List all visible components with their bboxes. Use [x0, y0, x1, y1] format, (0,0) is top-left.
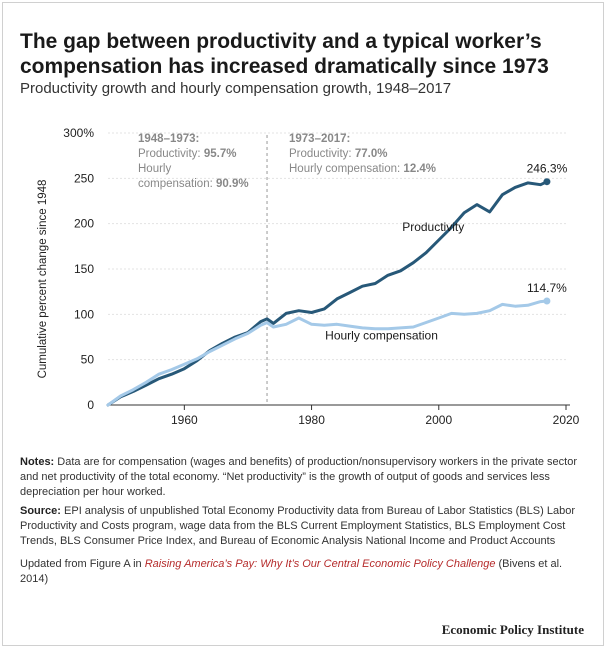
- annotation-right-heading: 1973–2017:: [289, 133, 350, 145]
- chart-title: The gap between productivity and a typic…: [20, 30, 549, 78]
- x-tick-label: 1960: [171, 413, 198, 427]
- updated-paragraph: Updated from Figure A in Raising America…: [20, 558, 563, 585]
- y-tick-label: 0: [87, 398, 94, 412]
- series-label-productivity: Productivity: [402, 220, 464, 234]
- annotation-left-productivity: Productivity: 95.7%: [138, 148, 236, 160]
- y-tick-label: 200: [74, 217, 94, 231]
- x-tick-label: 1980: [298, 413, 325, 427]
- x-tick-label: 2020: [553, 413, 580, 427]
- series-lines: 246.3% Productivity 114.7% Hourly compensat…: [106, 162, 568, 407]
- annotation-left-comp-line2: compensation: 90.9%: [138, 178, 249, 190]
- series-line-productivity: [106, 180, 549, 407]
- notes-paragraph: Notes: Data are for compensation (wages …: [20, 456, 578, 498]
- endpoint-label-productivity: 246.3%: [527, 162, 568, 176]
- y-tick-label: 150: [74, 262, 94, 276]
- annotation-right-productivity: Productivity: 77.0%: [289, 148, 387, 160]
- y-tick-label: 250: [74, 171, 94, 185]
- notes-section: Notes: Data are for compensation (wages …: [20, 455, 590, 591]
- source-paragraph: Source: EPI analysis of unpublished Tota…: [20, 505, 575, 547]
- y-tick-label: 300%: [63, 126, 94, 140]
- series-line-compensation: [106, 299, 549, 407]
- chart-subtitle: Productivity growth and hourly compensat…: [20, 80, 452, 97]
- endpoint-marker-compensation: [543, 297, 551, 305]
- annotation-right-compensation: Hourly compensation: 12.4%: [289, 163, 436, 175]
- y-axis-label: Cumulative percent change since 1948: [37, 180, 49, 379]
- report-link[interactable]: Raising America’s Pay: Why It’s Our Cent…: [144, 558, 496, 570]
- endpoint-marker-productivity: [543, 178, 551, 186]
- y-tick-label: 100: [74, 307, 94, 321]
- axes: 0 50 100 150 200 250 300% 1960 1980 2000 2020: [63, 126, 579, 427]
- series-label-compensation: Hourly compensation: [325, 329, 438, 343]
- grid: [108, 132, 566, 361]
- annotation-1973-2017: 1973–2017: Productivity: 77.0% Hourly co…: [289, 133, 436, 175]
- x-tick-label: 2000: [425, 413, 452, 427]
- epi-logo: Economic Policy Institute: [441, 622, 584, 637]
- annotation-1948-1973: 1948–1973: Productivity: 95.7% Hourly co…: [138, 133, 249, 190]
- line-chart: 1948–1973: Productivity: 95.7% Hourly co…: [37, 126, 580, 427]
- endpoint-label-compensation: 114.7%: [527, 281, 567, 295]
- annotation-left-comp-line1: Hourly: [138, 163, 171, 175]
- annotation-left-heading: 1948–1973:: [138, 133, 199, 145]
- y-tick-label: 50: [81, 353, 95, 367]
